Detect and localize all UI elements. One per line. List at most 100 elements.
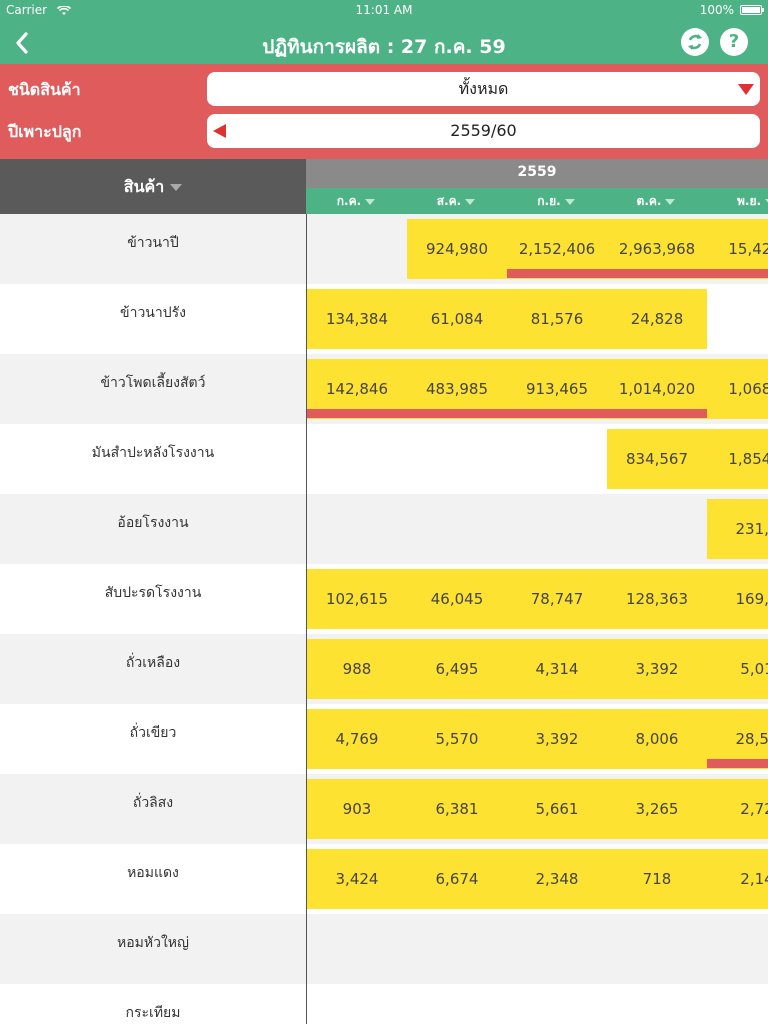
sort-arrow-icon <box>665 198 676 205</box>
product-type-label: ชนิดสินค้า <box>8 80 81 99</box>
product-column-header[interactable]: สินค้า <box>0 159 306 214</box>
production-cell[interactable]: 1,068,5 <box>707 359 768 419</box>
production-cell[interactable]: 4,314 <box>507 639 607 699</box>
sort-arrow-icon <box>765 198 768 205</box>
product-name: ถั่วลิสง <box>132 795 174 811</box>
harvest-marker-bar <box>307 409 707 418</box>
harvest-marker-bar <box>507 269 768 278</box>
table-row[interactable]: สับปะรดโรงงาน 102,615 46,045 78,747 128,363 1… <box>0 564 768 634</box>
product-type-select[interactable]: ทั้งหมด <box>207 72 760 106</box>
production-cell[interactable]: 3,424 <box>307 849 407 909</box>
harvest-marker-bar <box>707 759 768 768</box>
status-time: 11:01 AM <box>355 3 413 17</box>
production-cell[interactable]: 2,72 <box>707 779 768 839</box>
month-header-0[interactable]: ก.ค. <box>306 188 406 214</box>
month-header-4[interactable]: พ.ย. <box>706 188 768 214</box>
production-cell[interactable]: 102,615 <box>307 569 407 629</box>
production-cell[interactable]: 6,495 <box>407 639 507 699</box>
refresh-button[interactable] <box>681 28 709 56</box>
production-cell[interactable]: 903 <box>307 779 407 839</box>
month-label: ส.ค. <box>436 194 462 208</box>
production-cell[interactable]: 128,363 <box>607 569 707 629</box>
month-label: พ.ย. <box>736 194 762 208</box>
table-row[interactable]: กระเทียม <box>0 984 768 1024</box>
production-cell[interactable]: 3,392 <box>507 709 607 769</box>
production-cell[interactable]: 3,265 <box>607 779 707 839</box>
month-label: ก.ค. <box>336 194 362 208</box>
previous-year-arrow-icon[interactable] <box>213 124 226 138</box>
product-name: ถั่วเขียว <box>129 725 177 741</box>
product-name: สับปะรดโรงงาน <box>104 585 202 601</box>
help-icon: ? <box>728 31 740 52</box>
production-cell[interactable]: 4,769 <box>307 709 407 769</box>
production-cell[interactable]: 169,3 <box>707 569 768 629</box>
production-cell[interactable]: 8,006 <box>607 709 707 769</box>
battery-icon <box>740 5 764 15</box>
production-cell[interactable]: 924,980 <box>407 219 507 279</box>
carrier-label: Carrier <box>6 3 71 17</box>
column-divider <box>306 214 307 1024</box>
table-row[interactable]: หอมหัวใหญ่ <box>0 914 768 984</box>
month-header-1[interactable]: ส.ค. <box>406 188 506 214</box>
product-name: ข้าวนาปี <box>127 235 179 251</box>
production-cell[interactable]: 81,576 <box>507 289 607 349</box>
month-label: ก.ย. <box>537 194 561 208</box>
sort-arrow-icon <box>365 198 376 205</box>
production-cell[interactable]: 134,384 <box>307 289 407 349</box>
dropdown-arrow-icon <box>738 84 754 95</box>
production-cell[interactable]: 718 <box>607 849 707 909</box>
wifi-icon <box>56 5 71 15</box>
battery-percent: 100% <box>699 3 734 17</box>
year-label: 2559 <box>517 164 557 180</box>
crop-year-select[interactable]: 2559/60 <box>207 114 760 148</box>
sort-arrow-icon <box>170 184 183 191</box>
production-calendar-table: สินค้า 2559 ก.ค. ส.ค. ก.ย. ต.ค. พ.ย. ข้าวนาป… <box>0 159 768 1024</box>
production-cell[interactable]: 231,0 <box>707 499 768 559</box>
production-cell[interactable]: 5,661 <box>507 779 607 839</box>
chevron-left-icon <box>16 32 28 54</box>
help-button[interactable]: ? <box>720 28 748 56</box>
table-row[interactable]: อ้อยโรงงาน 231,0 <box>0 494 768 564</box>
product-name: ข้าวโพดเลี้ยงสัตว์ <box>100 375 206 391</box>
production-cell[interactable]: 3,392 <box>607 639 707 699</box>
product-name: หอมแดง <box>127 865 179 881</box>
table-row[interactable]: ข้าวนาปรัง 134,384 61,084 81,576 24,828 <box>0 284 768 354</box>
crop-year-value: 2559/60 <box>450 121 517 140</box>
production-cell[interactable]: 988 <box>307 639 407 699</box>
product-name: กระเทียม <box>125 1005 181 1021</box>
crop-year-label: ปีเพาะปลูก <box>8 122 82 141</box>
product-name: ถั่วเหลือง <box>125 655 181 671</box>
back-button[interactable] <box>10 28 38 58</box>
product-type-value: ทั้งหมด <box>458 79 509 98</box>
month-header-2[interactable]: ก.ย. <box>506 188 606 214</box>
production-cell[interactable]: 46,045 <box>407 569 507 629</box>
month-header-3[interactable]: ต.ค. <box>606 188 706 214</box>
production-cell[interactable]: 6,381 <box>407 779 507 839</box>
production-cell[interactable]: 834,567 <box>607 429 707 489</box>
product-name: หอมหัวใหญ่ <box>117 935 189 951</box>
month-label: ต.ค. <box>636 194 662 208</box>
production-cell[interactable]: 78,747 <box>507 569 607 629</box>
sort-arrow-icon <box>564 198 575 205</box>
month-header-row: ก.ค. ส.ค. ก.ย. ต.ค. พ.ย. <box>306 188 768 214</box>
production-cell[interactable]: 2,14 <box>707 849 768 909</box>
production-cell[interactable]: 5,01 <box>707 639 768 699</box>
production-cell[interactable]: 6,674 <box>407 849 507 909</box>
product-name: ข้าวนาปรัง <box>120 305 186 321</box>
page-title: ปฏิทินการผลิต : 27 ก.ค. 59 <box>262 36 506 58</box>
production-cell[interactable]: 61,084 <box>407 289 507 349</box>
filter-panel: ชนิดสินค้า ทั้งหมด ปีเพาะปลูก 2559/60 <box>0 64 768 159</box>
production-cell[interactable]: 2,348 <box>507 849 607 909</box>
product-name: มันสำปะหลังโรงงาน <box>91 445 215 461</box>
production-cell[interactable]: 24,828 <box>607 289 707 349</box>
production-cell[interactable]: 5,570 <box>407 709 507 769</box>
status-bar: Carrier 11:01 AM 100% <box>0 0 768 22</box>
sort-arrow-icon <box>465 198 476 205</box>
year-header: 2559 <box>306 159 768 188</box>
production-cell[interactable]: 1,854,5 <box>707 429 768 489</box>
